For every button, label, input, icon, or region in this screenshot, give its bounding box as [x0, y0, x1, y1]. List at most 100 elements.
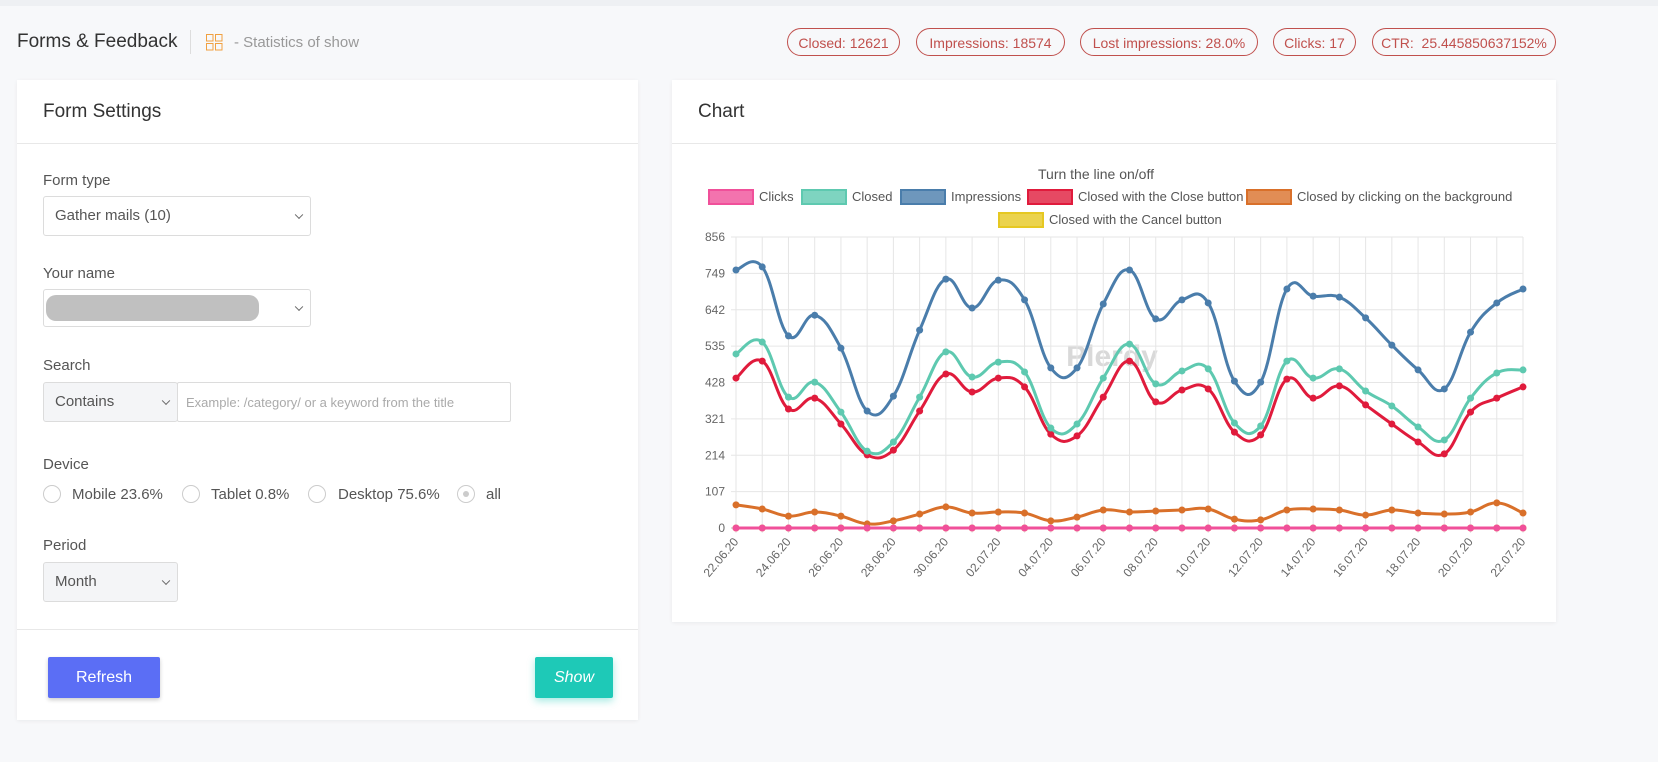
data-point	[732, 524, 740, 532]
show-button[interactable]: Show	[535, 657, 613, 698]
data-point	[1414, 524, 1422, 532]
data-point	[1283, 357, 1291, 365]
divider	[190, 30, 191, 54]
data-point	[1335, 524, 1343, 532]
data-point	[994, 358, 1002, 366]
data-point	[1152, 380, 1160, 388]
data-point	[811, 378, 819, 386]
data-point	[994, 508, 1002, 516]
data-point	[916, 407, 924, 415]
data-point	[942, 503, 950, 511]
data-point	[1493, 394, 1501, 402]
data-point	[1309, 374, 1317, 382]
data-point	[889, 524, 897, 532]
data-point	[1204, 524, 1212, 532]
field-label: Period	[43, 537, 87, 554]
field-label: Form type	[43, 172, 111, 189]
legend-label: Closed with the Close button	[1078, 189, 1243, 204]
legend-swatch	[998, 212, 1044, 228]
radio[interactable]	[43, 485, 61, 503]
x-tick-label: 06.07.20	[1068, 535, 1109, 580]
x-tick-label: 16.07.20	[1330, 535, 1371, 580]
y-tick-label: 321	[705, 412, 725, 426]
y-tick-label: 856	[705, 230, 725, 244]
data-point	[1047, 430, 1055, 438]
panel-title: Form Settings	[43, 101, 162, 122]
data-point	[758, 524, 766, 532]
data-point	[1335, 506, 1343, 514]
field-label: Your name	[43, 265, 115, 282]
data-point	[758, 338, 766, 346]
data-point	[942, 348, 950, 356]
y-tick-label: 214	[705, 448, 725, 462]
data-point	[1257, 378, 1265, 386]
data-point	[916, 524, 924, 532]
x-tick-label: 04.07.20	[1015, 535, 1056, 580]
radio-checked[interactable]	[457, 485, 475, 503]
data-point	[1073, 524, 1081, 532]
data-point	[1362, 524, 1370, 532]
data-point	[837, 408, 845, 416]
data-point	[942, 275, 950, 283]
data-point	[1309, 292, 1317, 300]
data-point	[1152, 315, 1160, 323]
x-tick-label: 12.07.20	[1225, 535, 1266, 580]
data-point	[811, 524, 819, 532]
data-point	[1126, 524, 1133, 532]
data-point	[1152, 524, 1160, 532]
data-point	[1126, 357, 1133, 365]
data-point	[1283, 524, 1291, 532]
data-point	[1178, 506, 1186, 514]
data-point	[1230, 377, 1238, 385]
legend-swatch	[900, 189, 946, 205]
x-tick-label: 20.07.20	[1435, 535, 1476, 580]
data-point	[1309, 505, 1317, 513]
field-label: Search	[43, 357, 91, 374]
form-type-select[interactable]: Gather mails (10)	[43, 196, 311, 236]
period-select[interactable]: Month	[43, 562, 178, 602]
refresh-button[interactable]: Refresh	[48, 657, 160, 698]
y-tick-label: 642	[705, 303, 725, 317]
data-point	[1152, 398, 1160, 406]
data-point	[1414, 509, 1422, 517]
radio[interactable]	[308, 485, 326, 503]
x-tick-label: 08.07.20	[1120, 535, 1161, 580]
data-point	[1388, 420, 1396, 428]
data-point	[863, 447, 871, 455]
data-point	[1493, 299, 1501, 307]
top-bar	[0, 0, 1658, 6]
data-point	[1047, 424, 1055, 432]
data-point	[1519, 285, 1527, 293]
data-point	[1230, 428, 1238, 436]
search-mode-select[interactable]: Contains	[43, 382, 178, 422]
data-point	[1257, 422, 1265, 430]
radio[interactable]	[182, 485, 200, 503]
data-point	[1047, 524, 1055, 532]
data-point	[1283, 375, 1291, 383]
data-point	[1440, 510, 1448, 518]
data-point	[1178, 524, 1186, 532]
data-point	[732, 266, 740, 274]
data-point	[916, 510, 924, 518]
search-input[interactable]: Example: /category/ or a keyword from th…	[177, 382, 511, 422]
legend-label: Clicks	[759, 189, 794, 204]
page-title: Forms & Feedback	[17, 31, 178, 52]
y-tick-label: 428	[705, 376, 725, 390]
data-point	[994, 524, 1002, 532]
data-point	[1335, 293, 1343, 301]
data-point	[968, 373, 976, 381]
legend-label: Closed	[852, 189, 892, 204]
stat-pill: Lost impressions: 28.0%	[1080, 28, 1258, 56]
data-point	[1099, 393, 1107, 401]
radio-label: Tablet 0.8%	[211, 486, 290, 503]
data-point	[837, 420, 845, 428]
data-point	[1414, 423, 1422, 431]
data-point	[732, 501, 740, 509]
data-point	[1021, 368, 1029, 376]
data-point	[1230, 515, 1238, 523]
stat-pill: Impressions: 18574	[916, 28, 1065, 56]
data-point	[889, 517, 897, 525]
data-point	[1126, 340, 1133, 348]
data-point	[968, 524, 976, 532]
